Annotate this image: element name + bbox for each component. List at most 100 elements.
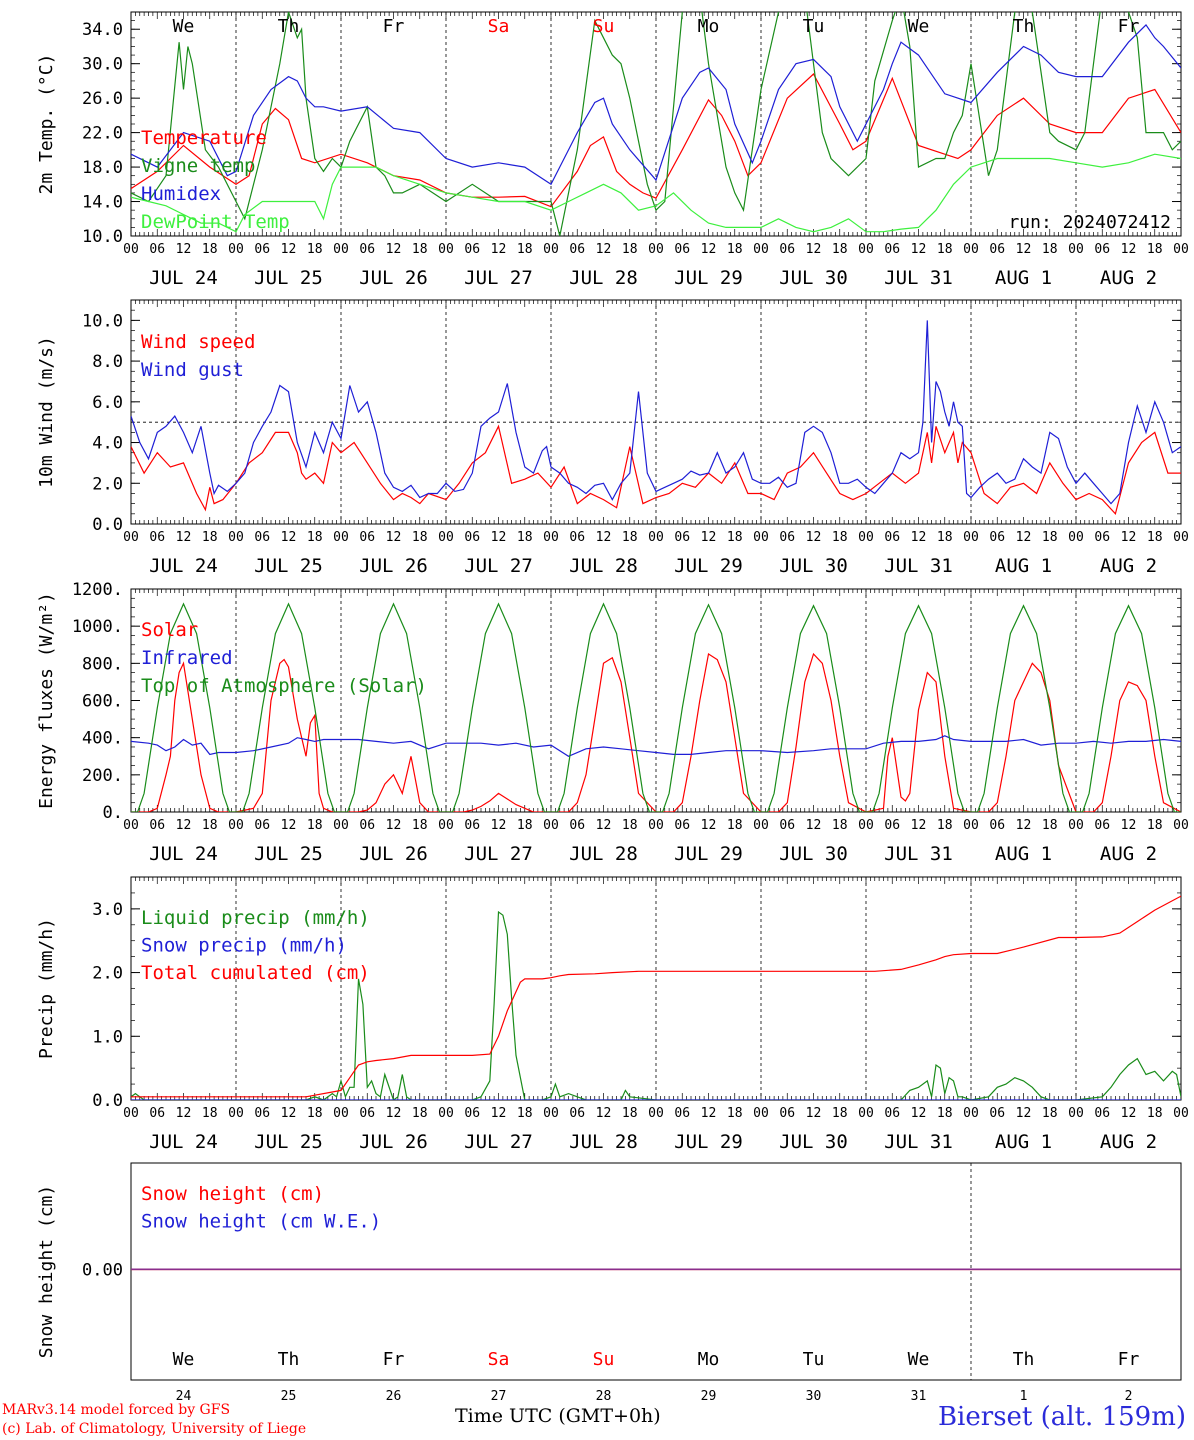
day-number-label: 25	[281, 1389, 297, 1404]
hour-tick-label: 06	[779, 1106, 795, 1121]
y-tick-label: 0.	[103, 803, 123, 823]
hour-tick-label: 12	[911, 1106, 927, 1121]
hour-tick-label: 12	[1016, 818, 1032, 833]
date-label: JUL 31	[884, 843, 953, 865]
hour-tick-label: 18	[727, 818, 743, 833]
hour-tick-label: 06	[464, 818, 480, 833]
run-label: run: 2024072412	[1008, 212, 1171, 233]
hour-tick-label: 12	[701, 818, 717, 833]
hour-tick-label: 12	[281, 1106, 297, 1121]
hour-tick-label: 00	[648, 818, 664, 833]
chart-wind: 0.0 2.0 4.0 6.0 8.0 10.0 10m Wind (m/s) Wind sp…	[36, 299, 1189, 577]
hour-tick-label: 18	[307, 1106, 323, 1121]
hour-tick-label: 00	[438, 818, 454, 833]
date-label: JUL 25	[254, 1131, 323, 1153]
hour-tick-label: 00	[858, 818, 874, 833]
hour-tick-label: 00	[228, 818, 244, 833]
plot-frame	[130, 588, 1182, 813]
chart-precip: 0.0 1.0 2.0 3.0 Precip (mm/h) Liquid precip (…	[36, 876, 1189, 1153]
weekday-label: Mo	[698, 16, 720, 37]
hour-tick-label: 06	[464, 1106, 480, 1121]
hour-tick-label: 00	[858, 1106, 874, 1121]
hour-tick-label: 00	[963, 242, 979, 257]
date-label: JUL 25	[254, 843, 323, 865]
date-label: JUL 28	[569, 1131, 638, 1153]
legend-entry: Snow height (cm W.E.)	[141, 1211, 381, 1233]
hour-tick-label: 18	[727, 242, 743, 257]
legend-entry: Wind speed	[141, 331, 255, 353]
weekday-label: Tu	[803, 1349, 825, 1370]
hour-tick-label: 18	[937, 530, 953, 545]
hour-tick-label: 18	[1147, 818, 1163, 833]
hour-tick-label: 00	[963, 1106, 979, 1121]
y-tick-label: 200.	[82, 766, 123, 786]
hour-tick-label: 06	[1094, 1106, 1110, 1121]
date-label: JUL 27	[464, 555, 533, 577]
hour-tick-label: 12	[911, 818, 927, 833]
hour-tick-label: 18	[1147, 530, 1163, 545]
hour-tick-label: 06	[884, 242, 900, 257]
weekday-label: Sa	[488, 16, 510, 37]
credit-model: MARv3.14 model forced by GFS	[2, 1402, 231, 1418]
hour-tick-label: 18	[622, 530, 638, 545]
date-label: AUG 2	[1100, 267, 1157, 289]
y-tick-label: 18.0	[82, 158, 123, 178]
day-number-label: 30	[806, 1389, 822, 1404]
date-label: JUL 24	[149, 1131, 218, 1153]
hour-tick-label: 12	[386, 242, 402, 257]
hour-tick-label: 12	[386, 818, 402, 833]
hour-tick-label: 12	[596, 1106, 612, 1121]
weekday-label: Th	[1013, 1349, 1035, 1370]
date-label: JUL 27	[464, 267, 533, 289]
hour-tick-label: 00	[543, 530, 559, 545]
hour-tick-label: 06	[569, 530, 585, 545]
y-tick-label: 4.0	[92, 434, 123, 454]
series-line-top-of-atmosphere-solar-	[131, 602, 1181, 812]
y-tick-label: 1000.	[72, 617, 123, 637]
legend-entry: Snow height (cm)	[141, 1183, 324, 1205]
date-label: JUL 30	[779, 1131, 848, 1153]
hour-tick-label: 18	[937, 242, 953, 257]
date-label: JUL 28	[569, 267, 638, 289]
hour-tick-label: 00	[543, 818, 559, 833]
hour-tick-label: 18	[1042, 818, 1058, 833]
y-tick-label: 3.0	[92, 900, 123, 920]
hour-tick-label: 06	[674, 242, 690, 257]
weekday-label: Th	[278, 1349, 300, 1370]
hour-tick-label: 00	[123, 242, 139, 257]
hour-tick-label: 12	[806, 1106, 822, 1121]
hour-tick-label: 18	[937, 1106, 953, 1121]
y-tick-label: 0.0	[92, 515, 123, 535]
hour-tick-label: 00	[438, 242, 454, 257]
plot-frame	[130, 1162, 1182, 1381]
hour-tick-label: 12	[176, 242, 192, 257]
hour-tick-label: 18	[1042, 530, 1058, 545]
hour-tick-label: 12	[911, 242, 927, 257]
hour-tick-label: 12	[806, 818, 822, 833]
hour-tick-label: 06	[359, 530, 375, 545]
y-axis-label: Energy fluxes (W/m²)	[36, 592, 57, 809]
weekday-label: Th	[1013, 16, 1035, 37]
hour-tick-label: 06	[884, 530, 900, 545]
hour-tick-label: 06	[254, 530, 270, 545]
hour-tick-label: 12	[596, 818, 612, 833]
legend-entry: Temperature	[141, 127, 267, 149]
hour-tick-label: 18	[622, 1106, 638, 1121]
hour-tick-label: 06	[254, 818, 270, 833]
hour-tick-label: 12	[596, 530, 612, 545]
series-line-wind-speed	[131, 424, 1181, 516]
hour-tick-label: 12	[1121, 530, 1137, 545]
hour-tick-label: 06	[989, 818, 1005, 833]
weekday-label: Tu	[803, 16, 825, 37]
date-label: JUL 30	[779, 843, 848, 865]
hour-tick-label: 06	[779, 818, 795, 833]
weekday-label: Mo	[698, 1349, 720, 1370]
hour-tick-label: 00	[858, 242, 874, 257]
day-number-label: 28	[596, 1389, 612, 1404]
y-tick-label: 800.	[82, 654, 123, 674]
y-axis-label: 10m Wind (m/s)	[36, 336, 57, 488]
hour-tick-label: 18	[937, 818, 953, 833]
hour-tick-label: 18	[622, 242, 638, 257]
weekday-label: Fr	[1118, 1349, 1140, 1370]
